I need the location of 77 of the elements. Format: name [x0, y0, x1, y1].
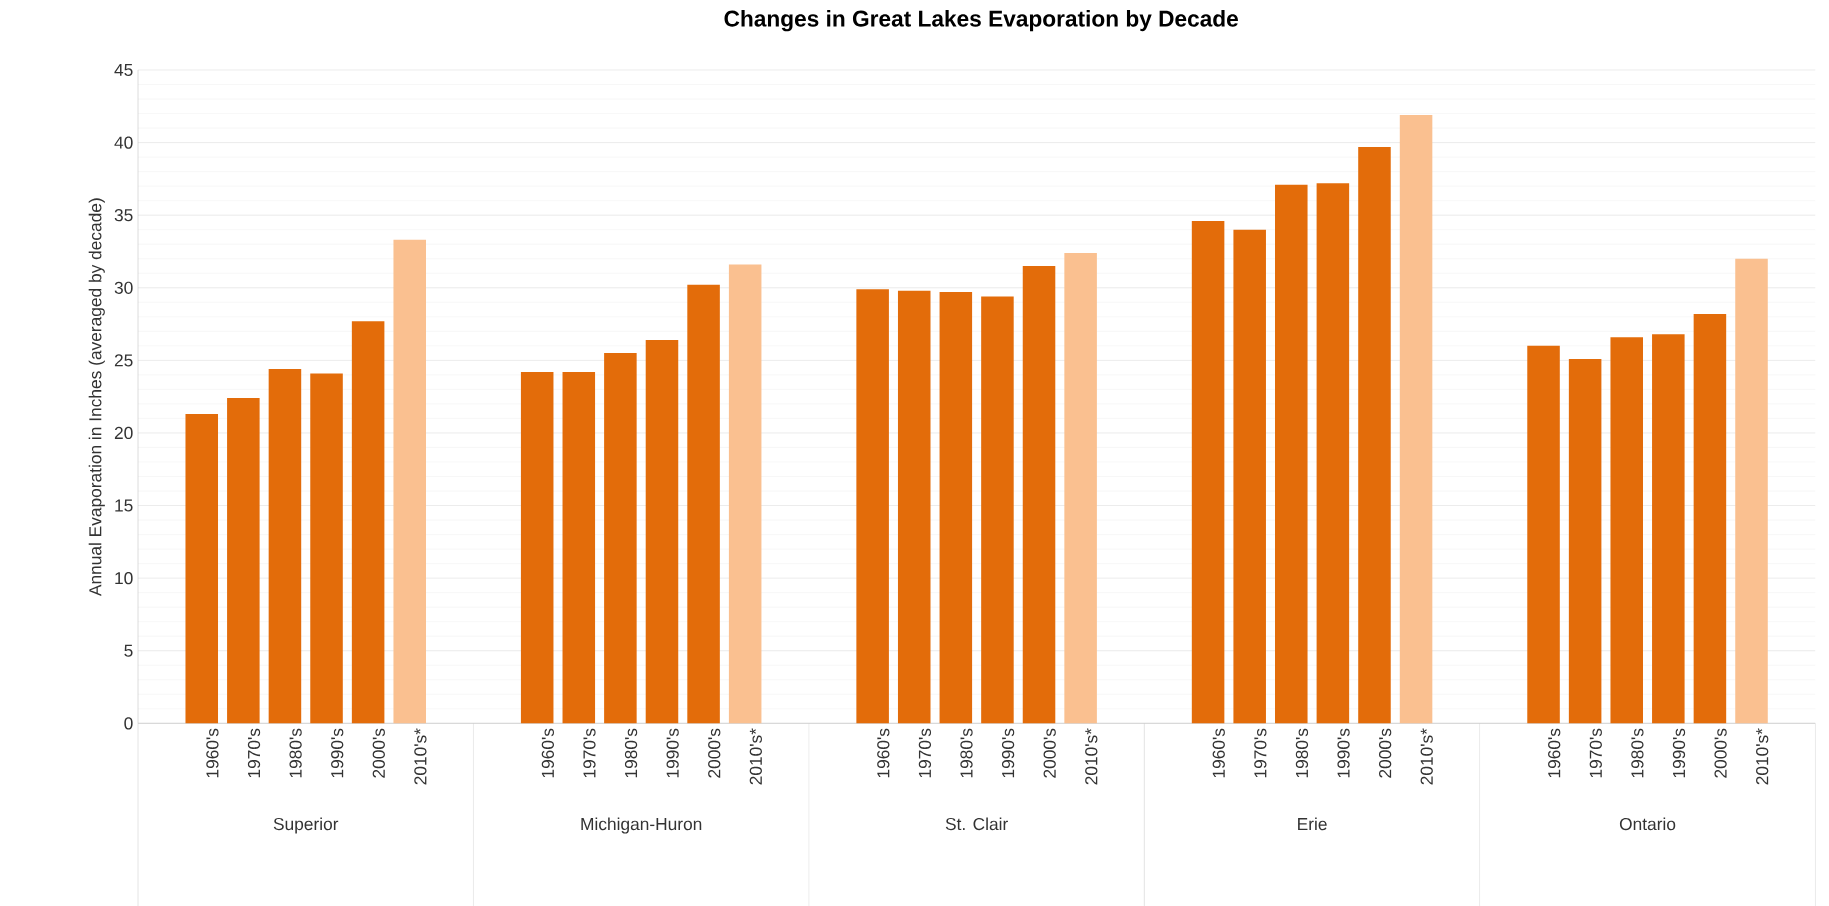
text: 2000's	[372, 728, 385, 778]
text: 1960's	[541, 728, 554, 778]
text: 1970's	[918, 728, 932, 778]
bar	[185, 413, 219, 724]
text: 1960's	[877, 728, 890, 778]
bar	[1275, 184, 1308, 724]
text: 2000's	[1043, 728, 1056, 778]
bar	[897, 290, 931, 724]
text: 1980's	[1631, 728, 1644, 778]
x-tick-label: Superior	[273, 817, 339, 834]
bar	[310, 373, 343, 724]
text: 1960's	[1548, 728, 1561, 778]
bar	[1233, 229, 1266, 724]
text: 2010's*	[1085, 728, 1098, 785]
bar	[268, 368, 302, 724]
y-tick-label: 15	[115, 499, 133, 512]
text: 1990's	[331, 728, 344, 778]
bar	[1693, 313, 1727, 724]
text: 2000's	[1714, 728, 1727, 778]
y-tick-label: 45	[114, 63, 133, 76]
y-axis-title: Annual Evaporation in Inches (averaged by decade)	[88, 198, 105, 596]
x-tick-label: St. Clair	[945, 817, 1008, 831]
bar	[1064, 252, 1097, 724]
text: 2010's*	[1756, 728, 1769, 785]
y-tick-label: 10	[115, 571, 133, 585]
x-tick-label: Michigan-Huron	[581, 817, 702, 834]
text: 2000's	[1379, 728, 1392, 778]
x-tick-label: Erie	[1298, 817, 1327, 831]
bar	[562, 371, 596, 724]
text: 1970's	[1254, 728, 1267, 778]
bar	[645, 339, 679, 724]
text: 1990's	[1001, 728, 1015, 778]
bar	[1399, 114, 1433, 724]
text: 2010's*	[1420, 728, 1433, 785]
bar	[1316, 183, 1350, 724]
text: 1980's	[960, 728, 973, 778]
x-tick-label: Ontario	[1619, 817, 1676, 831]
bar	[227, 397, 260, 724]
text: 2000's	[708, 728, 721, 778]
bar	[1735, 258, 1768, 724]
bar	[939, 292, 973, 724]
y-tick-label: 30	[114, 281, 133, 294]
text: 2010's*	[414, 728, 427, 785]
bar	[1191, 220, 1225, 724]
bar	[604, 352, 637, 724]
bar	[687, 284, 720, 724]
chart-title: Changes in Great Lakes Evaporation by Decade	[724, 9, 1238, 32]
bar	[1568, 358, 1602, 724]
bar	[1610, 337, 1643, 724]
bar	[1527, 345, 1560, 724]
bar	[1022, 265, 1056, 724]
text: 1990's	[1337, 728, 1350, 778]
text: 1980's	[624, 728, 638, 778]
bar	[856, 289, 889, 724]
text: 1970's	[247, 728, 261, 778]
text: 1980's	[289, 728, 302, 778]
text: 1960's	[206, 728, 219, 778]
text: 1990's	[1672, 728, 1686, 778]
bar	[1652, 334, 1685, 724]
bar	[520, 371, 554, 724]
text: 2010's*	[749, 728, 762, 785]
bar	[351, 321, 385, 724]
y-tick-label: 5	[124, 644, 133, 657]
bar	[728, 264, 762, 724]
text: 1970's	[1589, 728, 1602, 778]
text: 1970's	[583, 728, 596, 778]
y-tick-label: 20	[114, 426, 133, 439]
bar	[1358, 146, 1391, 724]
y-tick-label: 0	[124, 717, 133, 730]
y-tick-label: 40	[114, 136, 133, 149]
text: 1990's	[666, 728, 679, 778]
y-tick-label: 35	[114, 208, 133, 222]
text: 1980's	[1295, 728, 1309, 778]
y-tick-label: 25	[114, 354, 133, 367]
bar	[393, 239, 426, 724]
text: 1960's	[1212, 728, 1225, 778]
bar	[981, 296, 1014, 724]
